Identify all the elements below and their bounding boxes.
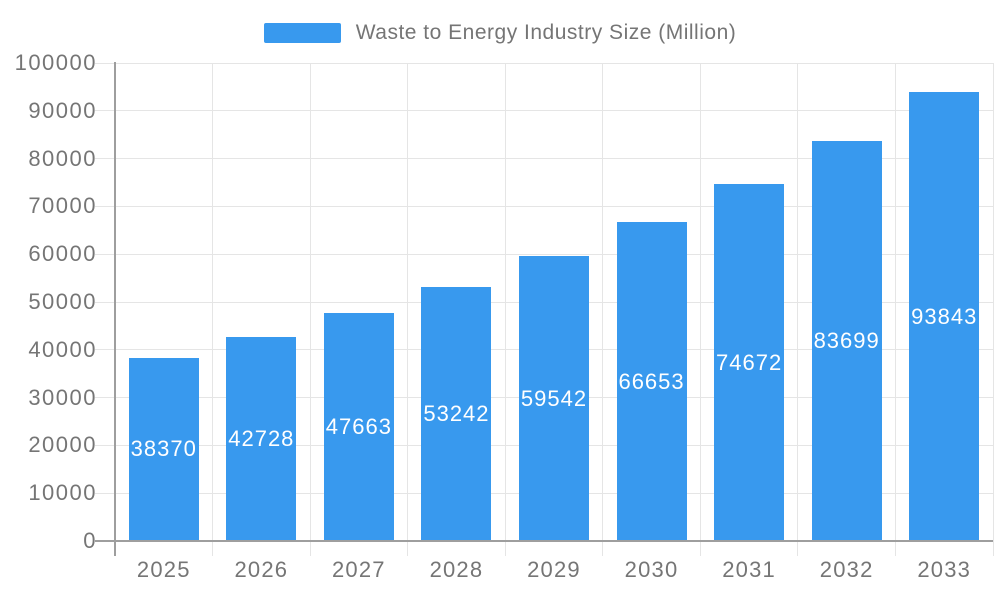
chart-legend[interactable]: Waste to Energy Industry Size (Million) <box>0 21 1000 45</box>
bar-2030: 66653 <box>616 222 687 541</box>
y-tick-label: 90000 <box>28 97 97 123</box>
y-tick-label: 80000 <box>28 145 97 171</box>
bar-value-label: 53242 <box>423 400 490 426</box>
h-gridline <box>95 205 993 207</box>
y-tick-label: 10000 <box>28 480 97 506</box>
bar-2033: 93843 <box>909 92 980 541</box>
x-tick-label: 2026 <box>234 557 289 582</box>
x-tick-label: 2029 <box>527 557 581 582</box>
bar-2029: 59542 <box>519 256 589 541</box>
y-tick-label: 40000 <box>28 336 97 362</box>
y-tick-label: 60000 <box>28 241 97 267</box>
bar-2025: 38370 <box>128 357 199 541</box>
y-tick-label: 70000 <box>28 193 97 219</box>
bar-value-label: 42728 <box>228 425 295 451</box>
h-gridline <box>95 253 993 255</box>
legend-label: Waste to Energy Industry Size (Million) <box>355 21 737 44</box>
h-gridline <box>95 158 993 160</box>
y-tick-label: 0 <box>83 528 97 553</box>
bar-2027: 47663 <box>323 313 394 541</box>
v-gridline <box>309 63 311 556</box>
h-gridline <box>95 110 993 112</box>
x-tick-label: 2025 <box>136 557 191 582</box>
v-gridline <box>212 63 214 556</box>
v-gridline <box>894 63 896 556</box>
y-axis-labels: 0 10000 20000 30000 40000 50000 60000 70000 8000… <box>0 0 97 600</box>
bar-value-label: 38370 <box>130 436 197 462</box>
bar-value-label: 74672 <box>716 349 783 375</box>
bar-2031: 74672 <box>714 184 785 541</box>
x-tick-label: 2027 <box>332 557 386 582</box>
y-tick-label: 50000 <box>28 289 97 314</box>
y-tick-label: 20000 <box>28 432 97 458</box>
bar-value-label: 59542 <box>520 385 588 411</box>
x-tick-label: 2032 <box>819 557 874 582</box>
bar-value-label: 66653 <box>618 368 685 394</box>
x-axis-line <box>95 540 993 542</box>
v-gridline <box>504 63 506 556</box>
bar-2026: 42728 <box>226 336 297 541</box>
bar-2028: 53242 <box>421 286 492 541</box>
legend-swatch-icon <box>263 23 341 43</box>
v-gridline <box>699 63 701 556</box>
x-tick-label: 2031 <box>722 557 776 582</box>
x-tick-label: 2028 <box>429 557 484 582</box>
bar-value-label: 47663 <box>325 414 392 440</box>
x-tick-label: 2030 <box>624 557 679 582</box>
bar-value-label: 93843 <box>911 303 978 329</box>
x-tick-label: 2033 <box>917 557 972 582</box>
y-axis-line <box>114 62 116 556</box>
plot-area: 38370 42728 47663 53242 59542 66653 74672 83699… <box>95 62 994 556</box>
y-tick-label: 30000 <box>28 384 97 410</box>
bar-2032: 83699 <box>811 140 882 541</box>
v-gridline <box>602 63 604 556</box>
v-gridline <box>407 63 409 556</box>
bar-value-label: 83699 <box>813 327 880 353</box>
h-gridline <box>95 62 993 64</box>
y-tick-label: 100000 <box>14 50 97 75</box>
v-gridline <box>992 63 994 556</box>
v-gridline <box>797 63 799 556</box>
